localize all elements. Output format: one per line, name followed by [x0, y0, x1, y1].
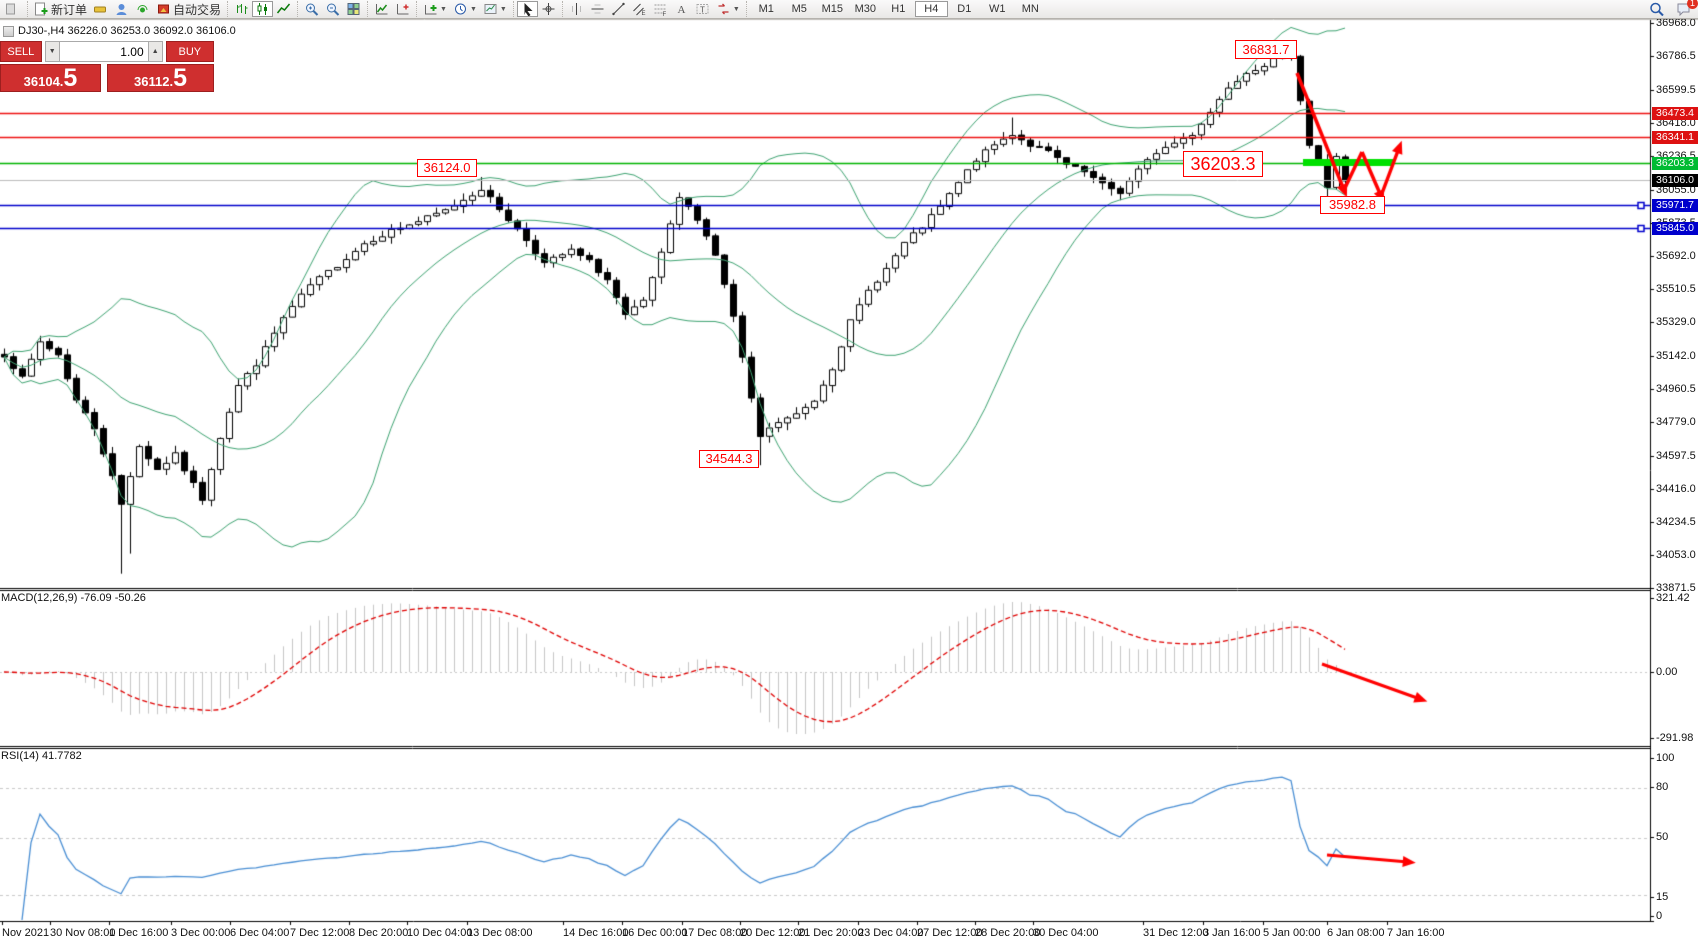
timeframe-mn-button[interactable]: MN: [1014, 1, 1047, 17]
candlestick-mode-button[interactable]: [252, 1, 274, 17]
timeframe-w1-button[interactable]: W1: [981, 1, 1014, 17]
svg-text:A: A: [677, 4, 685, 16]
templates-icon: [484, 4, 497, 14]
sell-button[interactable]: SELL: [0, 41, 42, 62]
vline-icon: [571, 3, 581, 15]
buy-button[interactable]: BUY: [165, 41, 214, 62]
autotrade-icon: [158, 4, 170, 14]
zoom-out-button[interactable]: [322, 1, 343, 17]
trendline-icon: [612, 2, 625, 16]
price-annotation[interactable]: 36831.7: [1235, 40, 1297, 59]
tile-windows-icon: [347, 3, 360, 15]
eraser-icon: [94, 6, 107, 13]
vertical-line-button[interactable]: [566, 1, 587, 17]
zoom-in-icon: [306, 3, 319, 16]
price-annotation[interactable]: 36124.0: [417, 159, 477, 177]
signals-button[interactable]: [132, 1, 153, 17]
symbol-ohlc-text: DJ30-,H4 36226.0 36253.0 36092.0 36106.0: [18, 25, 236, 37]
timeframe-m30-button[interactable]: M30: [849, 1, 882, 17]
price-annotation[interactable]: 35982.8: [1320, 196, 1385, 214]
profile-icon: [116, 4, 127, 15]
chevron-down-icon: ▼: [440, 5, 447, 13]
timeframe-m5-button[interactable]: M5: [783, 1, 816, 17]
chevron-down-icon: ▼: [469, 5, 477, 13]
notifications-button[interactable]: 1: [1673, 0, 1698, 17]
buy-price-main: 36112.: [134, 74, 174, 89]
chart-partial-icon: [6, 3, 15, 15]
add-indicator-button[interactable]: ▼: [420, 1, 450, 17]
signals-icon: [137, 5, 148, 13]
notification-badge: 1: [1687, 0, 1698, 9]
cursor-icon: [524, 3, 533, 16]
label-icon: T: [696, 4, 709, 15]
volume-stepper: ▼ ▲: [44, 41, 163, 62]
objects-plus-icon: [397, 4, 409, 15]
sell-price[interactable]: 36104. 5: [0, 64, 101, 92]
zoom-out-icon: [327, 3, 340, 16]
crosshair-icon: [542, 3, 555, 15]
community-button[interactable]: [111, 1, 132, 17]
timeframe-m15-button[interactable]: M15: [816, 1, 849, 17]
text-icon: A: [677, 4, 685, 16]
new-order-button[interactable]: 新订单: [31, 1, 90, 17]
new-order-icon: [35, 2, 48, 16]
periods-icon: [454, 3, 466, 15]
equidistant-channel-button[interactable]: E: [629, 1, 650, 17]
cursor-button[interactable]: [516, 1, 538, 17]
chart-icon: [3, 25, 14, 37]
eraser-button[interactable]: [90, 1, 111, 17]
volume-input[interactable]: [59, 41, 148, 62]
fibo-icon: F: [654, 4, 667, 16]
price-annotation[interactable]: 36203.3: [1183, 151, 1263, 177]
svg-text:T: T: [700, 6, 705, 15]
chevron-down-icon: ▼: [499, 5, 507, 13]
sell-price-big-digit: 5: [63, 64, 78, 92]
symbol-info: DJ30-,H4 36226.0 36253.0 36092.0 36106.0: [3, 25, 236, 37]
text-button[interactable]: A: [671, 1, 692, 17]
timeframe-d1-button[interactable]: D1: [948, 1, 981, 17]
hline-icon: [591, 4, 604, 14]
tile-windows-button[interactable]: [343, 1, 364, 17]
chevron-down-icon: ▼: [732, 5, 740, 13]
bar-chart-icon: [237, 4, 248, 14]
one-click-trading-panel: SELL ▼ ▲ BUY 36104.5 36112.5: [0, 41, 214, 92]
sell-price-main: 36104.: [23, 74, 64, 89]
indicators-button[interactable]: [371, 1, 392, 17]
channel-icon: E: [632, 3, 645, 16]
timeframe-m1-button[interactable]: M1: [750, 1, 783, 17]
indicators-icon: [376, 4, 388, 15]
add-indicator-icon: [425, 5, 437, 15]
zoom-in-button[interactable]: [301, 1, 322, 17]
candlestick-icon: [257, 3, 268, 15]
objects-button[interactable]: [392, 1, 413, 17]
arrows-button[interactable]: ▼: [713, 1, 743, 17]
arrows-icon: [718, 3, 729, 15]
trendline-button[interactable]: [608, 1, 629, 17]
line-chart-icon: [276, 3, 291, 14]
crosshair-button[interactable]: [538, 1, 559, 17]
svg-text:F: F: [662, 12, 666, 16]
horizontal-line-button[interactable]: [587, 1, 608, 17]
timeframe-h1-button[interactable]: H1: [882, 1, 915, 17]
buy-price-big-digit: 5: [173, 64, 187, 92]
timeframe-h4-button[interactable]: H4: [914, 1, 948, 17]
templates-button[interactable]: ▼: [480, 1, 510, 17]
svg-text:E: E: [641, 11, 645, 16]
text-label-button[interactable]: T: [692, 1, 713, 17]
price-annotation[interactable]: 34544.3: [699, 450, 759, 468]
search-button[interactable]: [1646, 1, 1667, 17]
chart-shortcut-button[interactable]: [3, 1, 24, 17]
bar-chart-mode-button[interactable]: [231, 1, 252, 17]
volume-decrease-button[interactable]: ▼: [44, 41, 60, 62]
periods-button[interactable]: ▼: [450, 1, 480, 17]
search-icon: [1650, 2, 1664, 16]
fibonacci-retracement-button[interactable]: F: [650, 1, 671, 17]
volume-increase-button[interactable]: ▲: [147, 41, 163, 62]
line-chart-mode-button[interactable]: [273, 1, 294, 17]
buy-price[interactable]: 36112. 5: [107, 64, 214, 92]
auto-trading-button[interactable]: 自动交易: [153, 1, 224, 17]
toolbar: 新订单 自动交易 ▼ ▼ ▼ E F A T ▼ M1 M5 M15 M30 H1 H4 D1 W1 MN 1: [0, 0, 1698, 19]
